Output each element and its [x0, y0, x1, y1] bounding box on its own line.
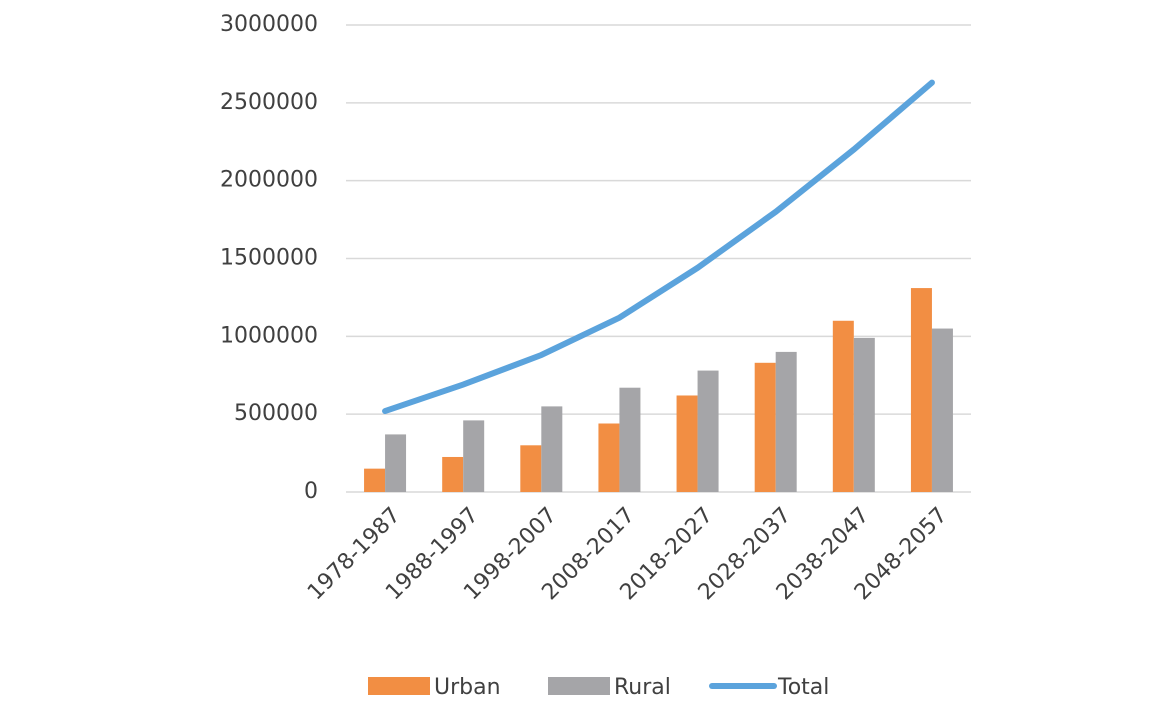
bar: [463, 420, 485, 492]
y-tick-label: 2000000: [220, 168, 318, 193]
bar: [910, 288, 932, 492]
legend-label: Total: [777, 675, 829, 700]
bar: [598, 423, 620, 492]
bar: [442, 456, 464, 492]
bar: [676, 395, 698, 492]
y-tick-label: 0: [304, 479, 318, 504]
bar: [385, 434, 407, 492]
bar: [364, 468, 386, 492]
bar: [697, 370, 719, 492]
bar: [619, 387, 641, 492]
y-tick-label: 1000000: [220, 323, 318, 348]
bar: [541, 406, 563, 492]
y-tick-label: 2500000: [220, 90, 318, 115]
bar: [853, 337, 875, 492]
legend-swatch: [368, 677, 430, 695]
y-tick-label: 1500000: [220, 246, 318, 271]
y-tick-label: 500000: [234, 401, 318, 426]
bar: [832, 320, 854, 492]
line: [382, 79, 935, 415]
y-tick-label: 3000000: [220, 12, 318, 37]
legend-swatch: [548, 677, 610, 695]
legend-label: Rural: [614, 675, 671, 700]
legend-label: Urban: [434, 675, 501, 700]
bar: [520, 445, 542, 492]
bar: [931, 328, 953, 492]
bar: [775, 351, 797, 492]
bar: [754, 362, 776, 492]
